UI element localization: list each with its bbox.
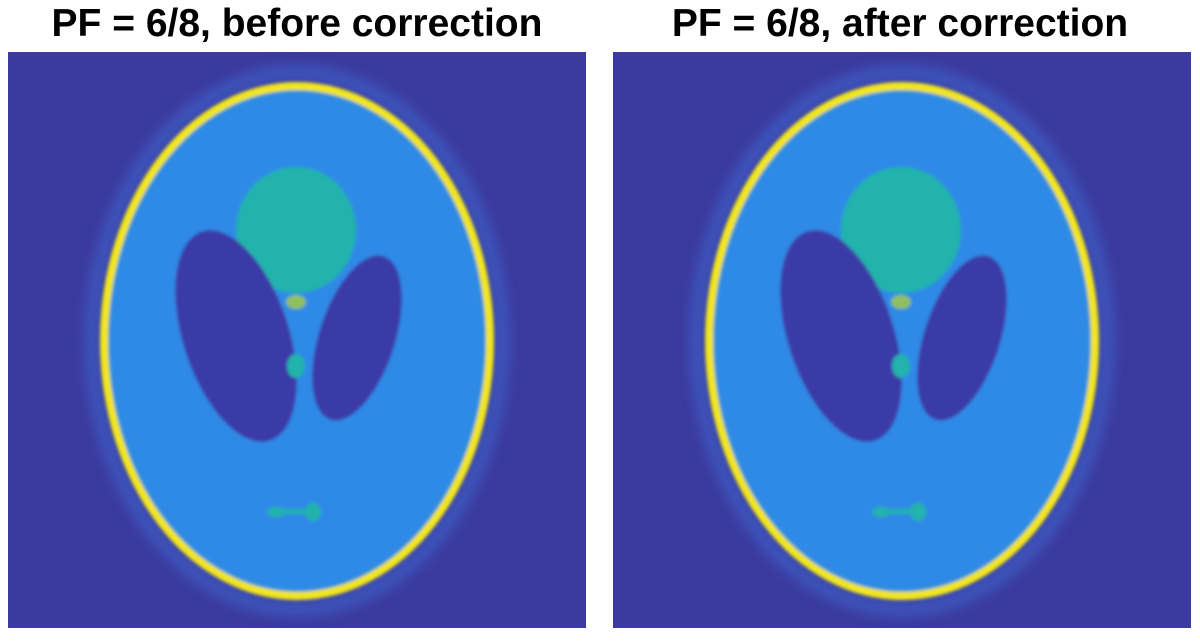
panel-title: PF = 6/8, before correction [52,2,543,45]
panel-title: PF = 6/8, after correction [672,2,1128,45]
image-after [613,52,1191,628]
image-before [8,52,586,628]
